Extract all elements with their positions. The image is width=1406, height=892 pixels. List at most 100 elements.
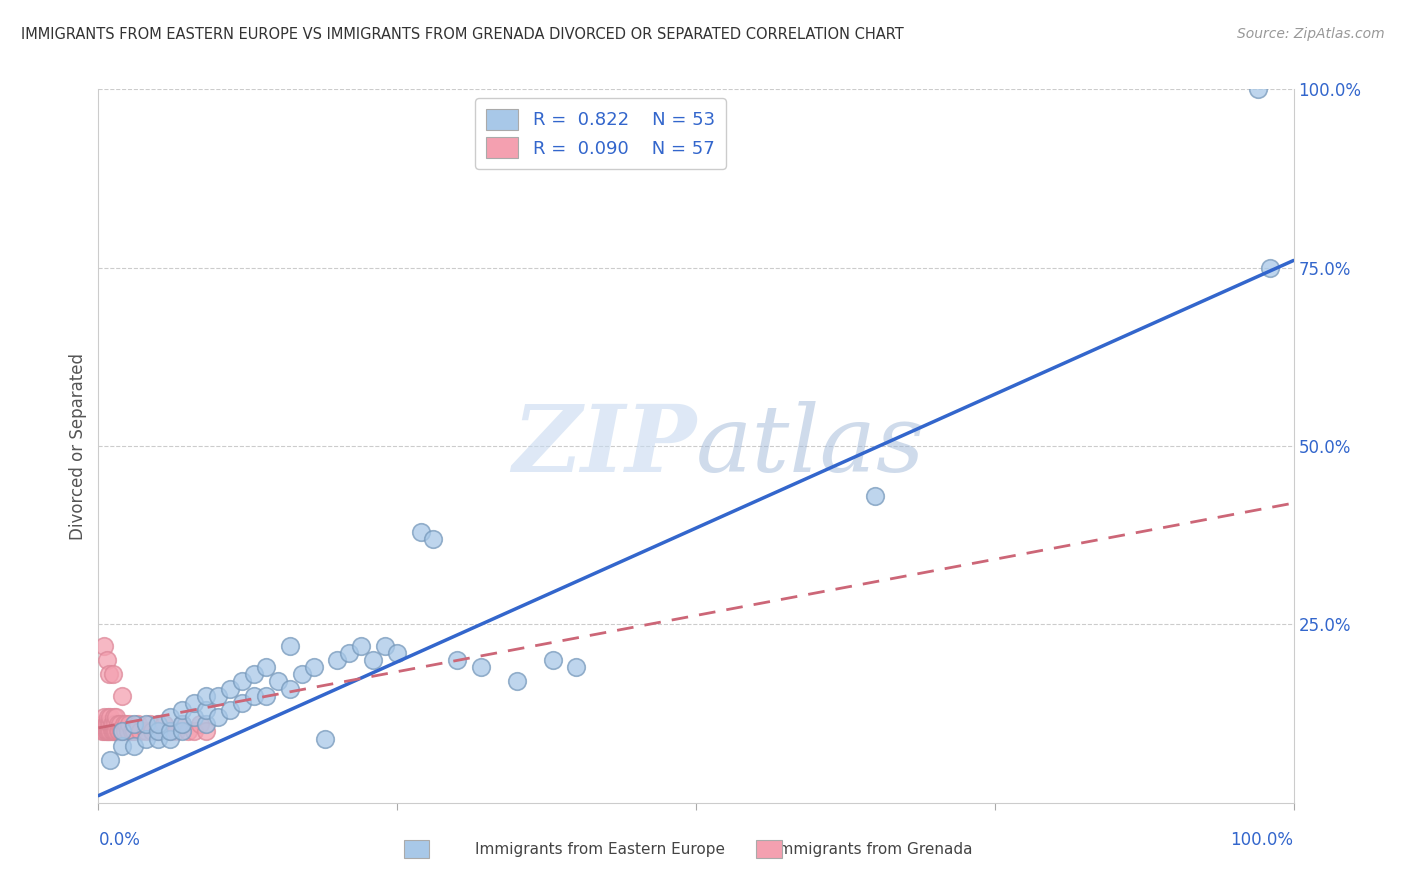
Point — [159, 724, 181, 739]
Point — [129, 724, 152, 739]
Point — [100, 724, 122, 739]
Point — [141, 724, 163, 739]
Point — [339, 646, 361, 660]
Point — [94, 717, 117, 731]
Point — [96, 724, 118, 739]
Point — [195, 703, 218, 717]
Point — [111, 724, 134, 739]
Point — [107, 724, 129, 739]
Point — [105, 710, 128, 724]
Point — [93, 724, 115, 739]
Point — [101, 724, 124, 739]
Point — [135, 731, 157, 746]
Text: ZIP: ZIP — [512, 401, 696, 491]
Point — [94, 724, 117, 739]
Text: atlas: atlas — [696, 401, 925, 491]
Point — [103, 710, 125, 724]
Point — [165, 724, 187, 739]
Point — [207, 710, 229, 724]
Point — [135, 717, 157, 731]
Point — [148, 731, 170, 746]
Point — [148, 724, 170, 739]
Point — [104, 717, 127, 731]
Point — [97, 724, 120, 739]
Point — [541, 653, 564, 667]
Point — [111, 689, 134, 703]
Point — [139, 717, 162, 731]
Point — [100, 717, 122, 731]
Point — [124, 739, 146, 753]
Point — [267, 674, 290, 689]
Point — [121, 724, 143, 739]
Point — [98, 667, 121, 681]
Text: IMMIGRANTS FROM EASTERN EUROPE VS IMMIGRANTS FROM GRENADA DIVORCED OR SEPARATED : IMMIGRANTS FROM EASTERN EUROPE VS IMMIGR… — [21, 27, 904, 42]
Point — [111, 739, 134, 753]
Point — [118, 717, 141, 731]
Point — [96, 717, 118, 731]
Point — [183, 696, 205, 710]
Text: Immigrants from Grenada: Immigrants from Grenada — [773, 842, 972, 856]
Point — [108, 717, 131, 731]
Point — [97, 710, 120, 724]
Point — [159, 724, 181, 739]
Point — [422, 532, 444, 546]
Point — [117, 724, 139, 739]
Point — [188, 717, 211, 731]
Text: Source: ZipAtlas.com: Source: ZipAtlas.com — [1237, 27, 1385, 41]
Point — [112, 717, 135, 731]
Point — [231, 674, 253, 689]
Point — [103, 724, 125, 739]
Point — [98, 724, 122, 739]
Point — [124, 717, 146, 731]
Point — [302, 660, 325, 674]
Point — [115, 717, 138, 731]
Point — [91, 724, 114, 739]
Point — [385, 646, 409, 660]
Point — [107, 717, 129, 731]
Point — [172, 724, 194, 739]
Point — [195, 689, 218, 703]
Point — [124, 724, 146, 739]
Point — [98, 717, 122, 731]
Point — [98, 724, 121, 739]
Point — [315, 731, 337, 746]
Point — [93, 639, 115, 653]
Point — [159, 710, 181, 724]
Point — [195, 724, 218, 739]
Point — [1258, 260, 1281, 275]
Point — [107, 724, 129, 739]
Point — [105, 724, 128, 739]
Point — [159, 731, 181, 746]
Point — [470, 660, 492, 674]
Point — [350, 639, 373, 653]
Point — [411, 524, 433, 539]
Point — [172, 717, 194, 731]
Point — [172, 703, 194, 717]
Text: Immigrants from Eastern Europe: Immigrants from Eastern Europe — [475, 842, 725, 856]
Point — [98, 710, 122, 724]
Point — [111, 724, 134, 739]
Point — [446, 653, 468, 667]
Point — [172, 717, 194, 731]
Y-axis label: Divorced or Separated: Divorced or Separated — [69, 352, 87, 540]
Point — [865, 489, 887, 503]
Point — [91, 717, 114, 731]
Point — [183, 710, 205, 724]
Point — [195, 717, 218, 731]
Point — [101, 667, 124, 681]
Point — [207, 689, 229, 703]
Point — [96, 653, 118, 667]
Point — [374, 639, 396, 653]
Point — [291, 667, 314, 681]
Point — [101, 717, 124, 731]
Point — [135, 724, 157, 739]
Point — [1247, 82, 1270, 96]
Point — [231, 696, 253, 710]
Point — [93, 710, 115, 724]
Point — [219, 681, 242, 696]
Text: 0.0%: 0.0% — [98, 831, 141, 849]
Point — [114, 724, 136, 739]
Point — [278, 681, 301, 696]
Point — [278, 639, 301, 653]
Point — [254, 689, 277, 703]
